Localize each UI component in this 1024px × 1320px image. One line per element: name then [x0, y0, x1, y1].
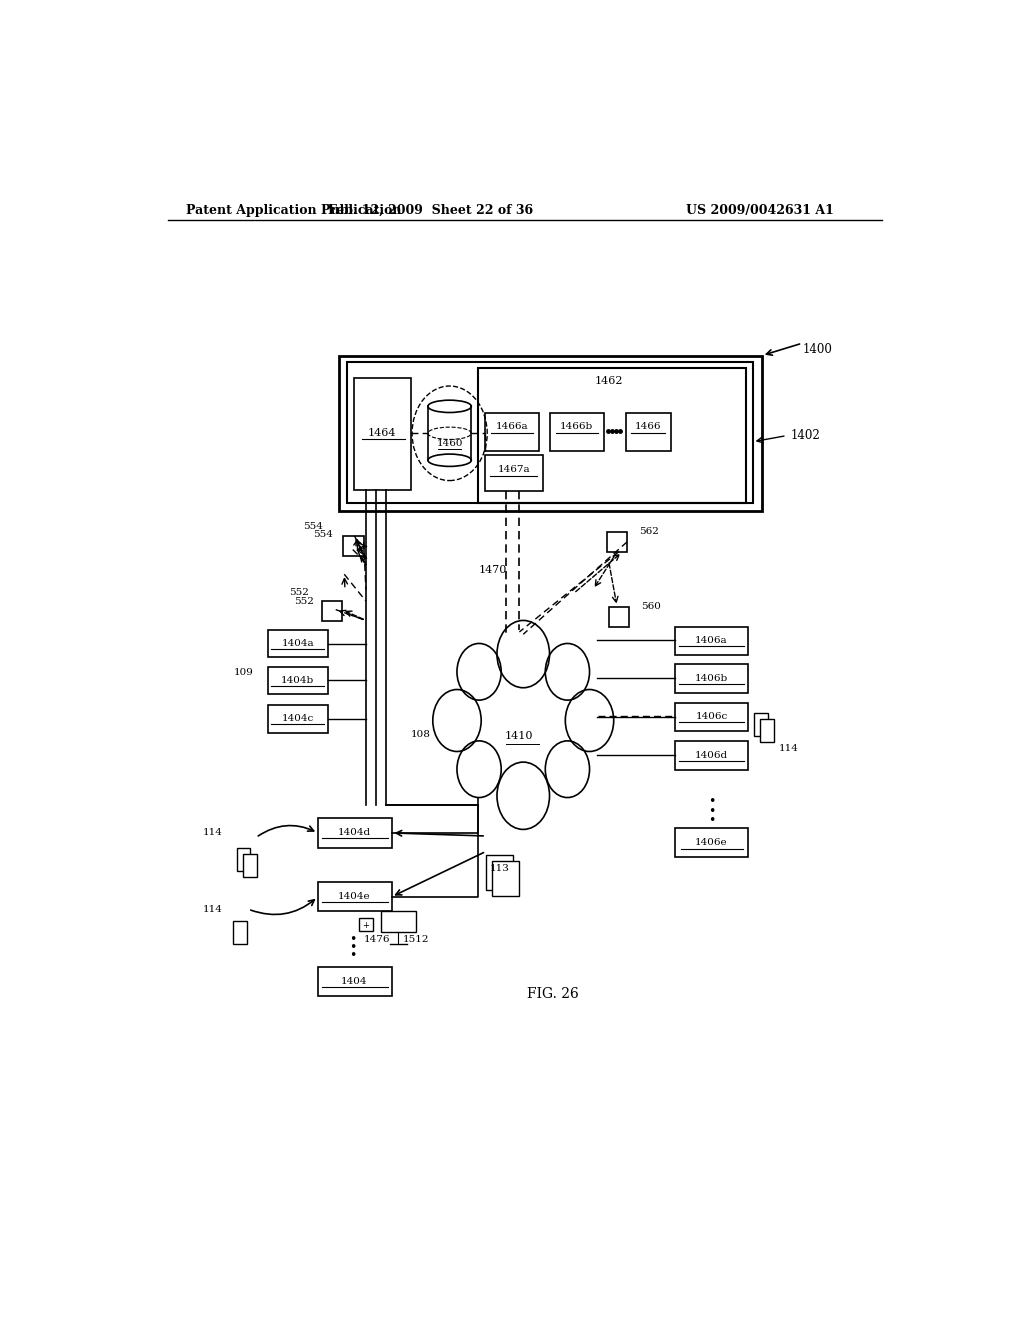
Bar: [484, 455, 544, 491]
Text: 1466: 1466: [635, 422, 662, 430]
Bar: [675, 829, 748, 857]
Text: 1464: 1464: [368, 428, 396, 438]
Bar: [486, 855, 513, 890]
Bar: [237, 847, 251, 871]
Text: 1406d: 1406d: [695, 751, 728, 759]
Bar: [354, 378, 411, 490]
Text: •: •: [708, 814, 715, 828]
Bar: [267, 667, 328, 694]
Text: +: +: [362, 921, 370, 929]
Bar: [493, 862, 519, 896]
Text: 552: 552: [290, 589, 309, 597]
Text: 1512: 1512: [403, 936, 430, 944]
Text: •: •: [349, 949, 356, 962]
Bar: [322, 601, 342, 622]
Text: 1406b: 1406b: [695, 673, 728, 682]
Text: •: •: [708, 795, 715, 808]
Bar: [755, 713, 768, 737]
Bar: [484, 412, 539, 451]
Bar: [317, 966, 391, 997]
Text: 108: 108: [411, 730, 431, 739]
Bar: [244, 854, 257, 876]
Text: FIG. 26: FIG. 26: [526, 987, 579, 1001]
Text: 1466b: 1466b: [560, 422, 593, 430]
Bar: [607, 532, 627, 552]
Bar: [339, 355, 762, 511]
Text: •: •: [708, 805, 715, 818]
Bar: [675, 702, 748, 731]
Bar: [608, 607, 629, 627]
Text: 1406a: 1406a: [695, 636, 728, 645]
Text: 1400: 1400: [802, 343, 833, 356]
Text: 1402: 1402: [791, 429, 820, 442]
Text: 1410: 1410: [505, 731, 534, 741]
Text: 113: 113: [490, 863, 510, 873]
Text: 1467a: 1467a: [498, 465, 530, 474]
Text: 1404c: 1404c: [282, 714, 313, 723]
Text: 114: 114: [779, 744, 799, 754]
Bar: [343, 536, 364, 556]
Text: 1404d: 1404d: [338, 829, 371, 837]
Text: 552: 552: [294, 597, 314, 606]
Bar: [267, 705, 328, 733]
Text: •: •: [349, 933, 356, 946]
Text: 1406c: 1406c: [695, 713, 728, 721]
Text: 114: 114: [203, 904, 222, 913]
Text: •: •: [349, 941, 356, 954]
Bar: [550, 412, 604, 451]
Bar: [675, 627, 748, 655]
Text: 1404: 1404: [341, 977, 368, 986]
Bar: [317, 818, 391, 847]
Bar: [626, 412, 671, 451]
Text: 1460: 1460: [436, 438, 463, 447]
Text: 1476: 1476: [364, 936, 390, 944]
Bar: [478, 368, 746, 503]
Text: Patent Application Publication: Patent Application Publication: [186, 205, 401, 218]
Bar: [232, 921, 247, 944]
Text: 554: 554: [303, 521, 324, 531]
Text: US 2009/0042631 A1: US 2009/0042631 A1: [686, 205, 834, 218]
Bar: [359, 919, 373, 931]
Bar: [675, 742, 748, 770]
Text: 114: 114: [203, 828, 222, 837]
Text: 1462: 1462: [594, 376, 623, 385]
Bar: [381, 911, 416, 932]
Bar: [317, 882, 391, 912]
Bar: [761, 719, 774, 742]
Text: 1404e: 1404e: [338, 892, 371, 902]
Text: Feb. 12, 2009  Sheet 22 of 36: Feb. 12, 2009 Sheet 22 of 36: [328, 205, 532, 218]
Text: 1406e: 1406e: [695, 838, 728, 846]
Text: 1404a: 1404a: [282, 639, 314, 648]
Bar: [675, 664, 748, 693]
Text: 562: 562: [640, 527, 659, 536]
Bar: [267, 630, 328, 657]
Text: 1466a: 1466a: [496, 422, 528, 430]
Bar: [346, 363, 753, 503]
Text: 1404b: 1404b: [282, 676, 314, 685]
Text: 560: 560: [641, 602, 660, 611]
Text: 554: 554: [313, 529, 334, 539]
Text: 1470: 1470: [478, 565, 507, 576]
Text: 109: 109: [233, 668, 254, 677]
